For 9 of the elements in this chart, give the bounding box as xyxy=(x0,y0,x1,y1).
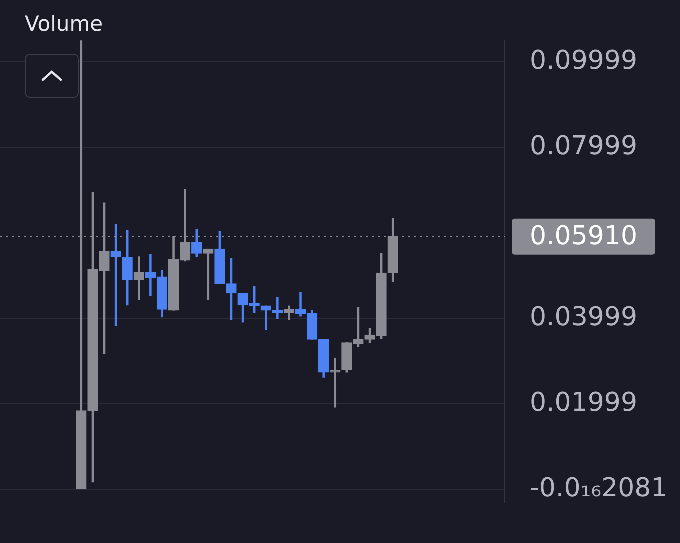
candlestick xyxy=(134,256,144,300)
text: Volume xyxy=(25,12,104,36)
y-tick-label: 0.07999 xyxy=(530,131,638,162)
ref-line-label: 0.05910 xyxy=(530,222,638,252)
y-tick-label: 0.03999 xyxy=(530,302,638,332)
y-tick-label: 0.09999 xyxy=(530,46,638,76)
y-tick-label: 0.01999 xyxy=(530,388,638,418)
y-tick-label: -0.0₁₆2081 xyxy=(530,473,668,504)
candlestick xyxy=(272,297,283,320)
